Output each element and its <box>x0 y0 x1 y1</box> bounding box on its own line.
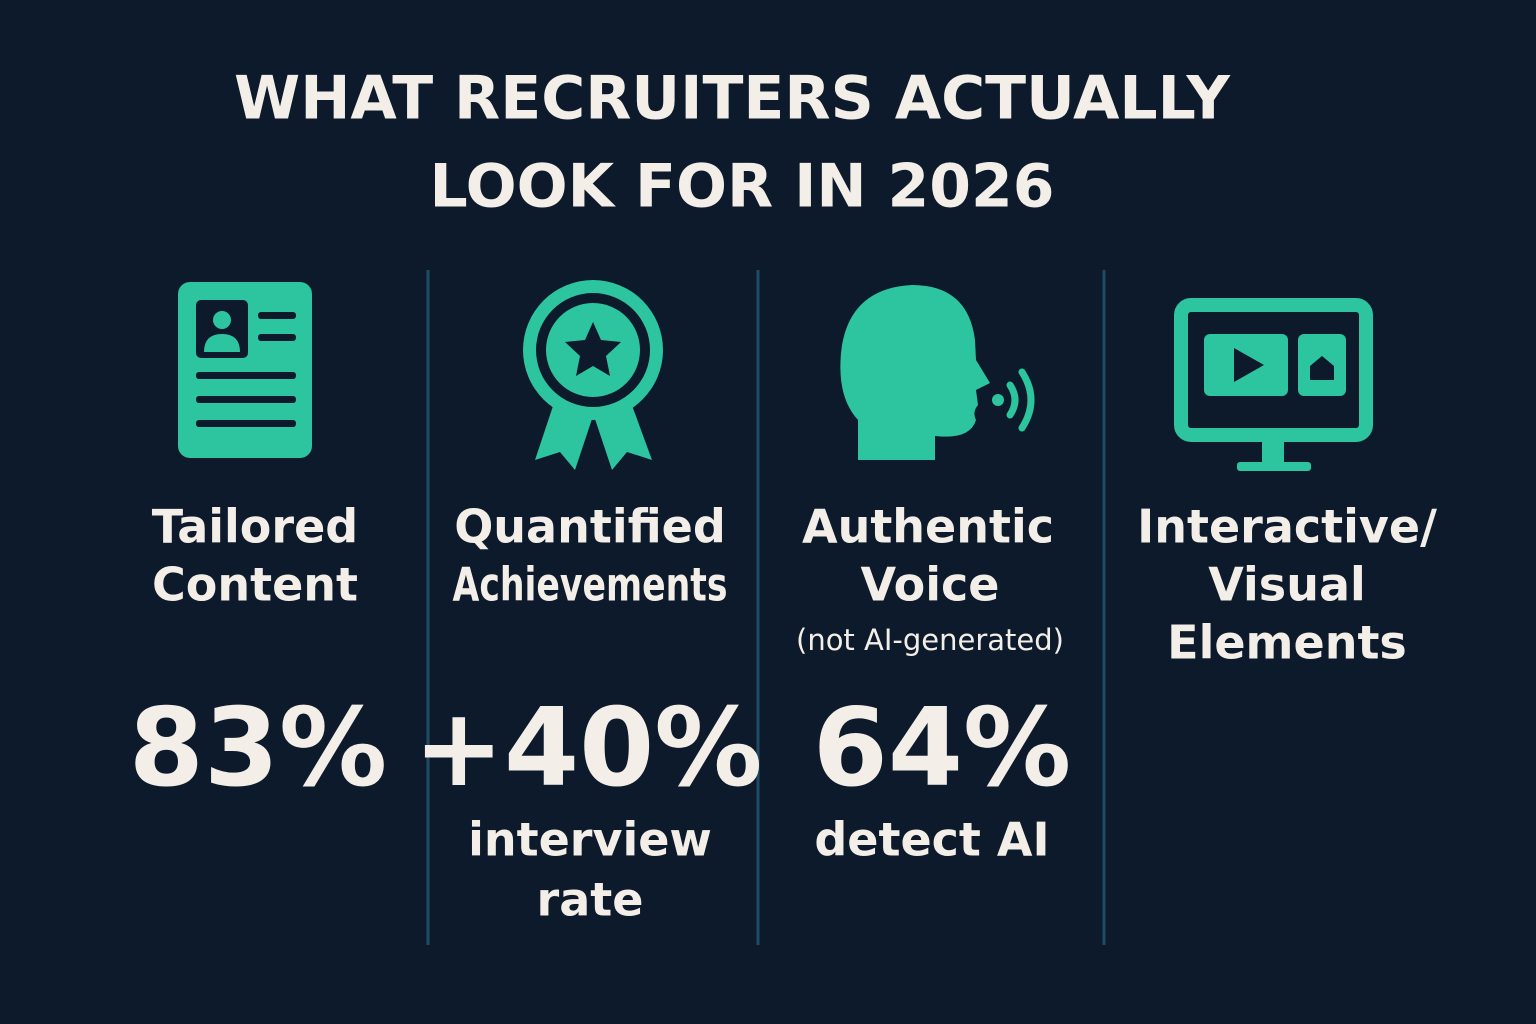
column-label: Tailored <box>152 500 358 554</box>
column-label: Elements <box>1167 616 1407 670</box>
column-stat: 83% <box>129 686 388 811</box>
column-stat: +40% <box>414 686 763 811</box>
column-label: Voice <box>861 558 1000 612</box>
column-note: (not AI-generated) <box>796 623 1064 657</box>
title-line: WHAT RECRUITERS ACTUALLY <box>234 64 1232 134</box>
column-caption: rate <box>537 873 644 927</box>
column-stat: 64% <box>813 686 1072 811</box>
title-line: LOOK FOR IN 2026 <box>430 152 1055 222</box>
column-caption: detect AI <box>814 813 1049 867</box>
column-label: Achievements <box>453 558 728 612</box>
column-label: Content <box>152 558 358 612</box>
monitor-icon <box>1174 298 1373 471</box>
column-label: Authentic <box>802 500 1054 554</box>
column-label: Visual <box>1208 558 1366 612</box>
column-label: Quantified <box>454 500 726 554</box>
column-label: Interactive/ <box>1137 500 1437 554</box>
medal-icon <box>523 280 663 470</box>
resume-icon <box>178 282 312 458</box>
voice-icon <box>840 285 1035 460</box>
column-caption: interview <box>468 813 712 867</box>
